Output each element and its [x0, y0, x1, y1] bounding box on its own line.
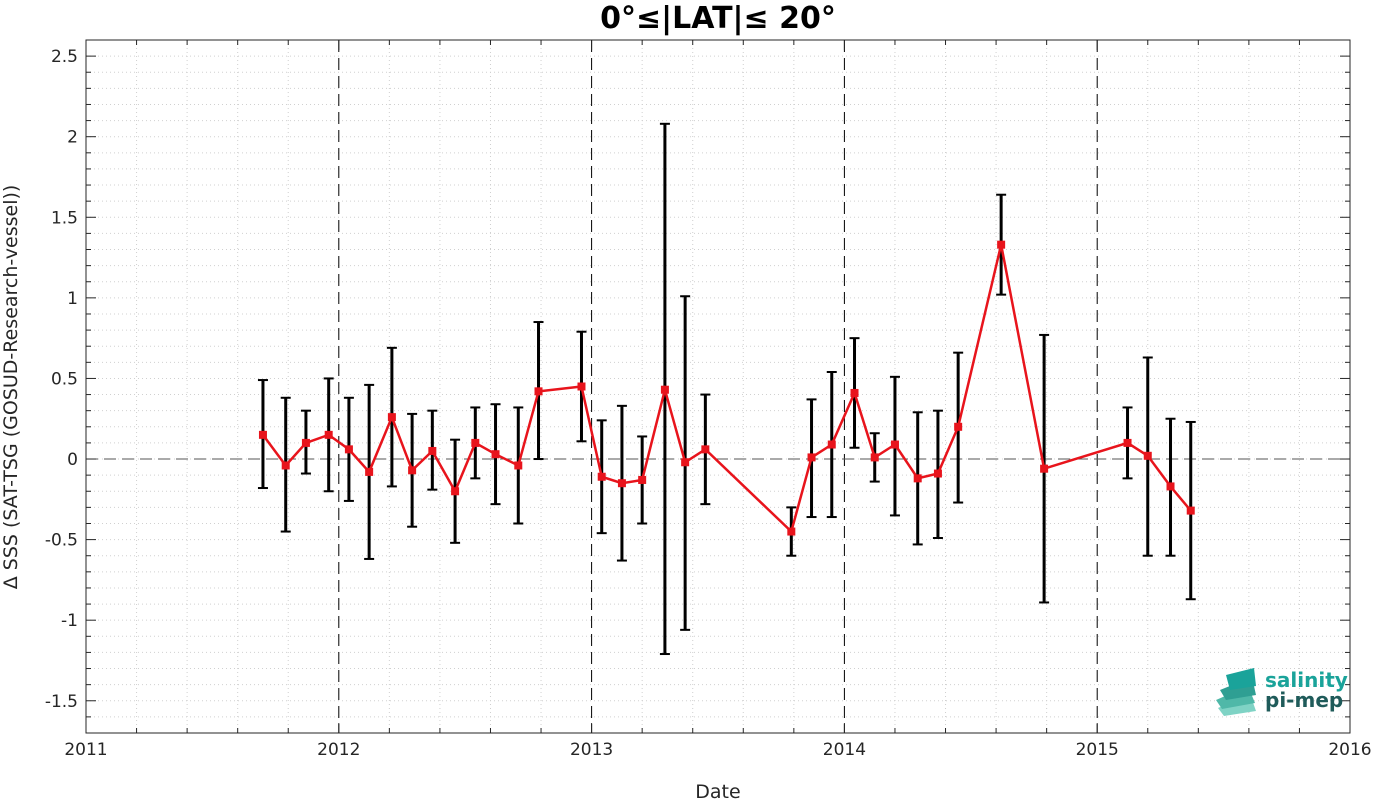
- y-tick-label: -0.5: [45, 531, 78, 551]
- data-point: [451, 487, 460, 496]
- data-point: [701, 445, 710, 454]
- data-point: [638, 475, 647, 484]
- logo-text-pimep: pi-mep: [1265, 688, 1343, 712]
- data-point: [324, 430, 333, 439]
- data-point: [787, 527, 796, 536]
- logo-icon: [1216, 668, 1256, 716]
- plot-frame: [85, 39, 1351, 734]
- logo: salinity pi-mep: [1216, 668, 1348, 716]
- data-point: [890, 440, 899, 449]
- plot-background: [86, 40, 1350, 733]
- data-point: [827, 440, 836, 449]
- data-point: [577, 382, 586, 391]
- x-tick-label: 2012: [317, 740, 360, 760]
- y-tick-label: -1.5: [45, 692, 78, 712]
- data-point: [1123, 438, 1132, 447]
- data-point: [1166, 482, 1175, 491]
- x-tick-label: 2011: [64, 740, 107, 760]
- data-point: [660, 385, 669, 394]
- data-point: [997, 240, 1006, 249]
- y-tick-label: 2: [67, 128, 78, 148]
- data-point: [933, 469, 942, 478]
- data-point: [514, 461, 523, 470]
- x-tick-label: 2015: [1076, 740, 1119, 760]
- chart-title: 0°≤|LAT|≤ 20°: [600, 1, 836, 36]
- x-tick-label: 2014: [823, 740, 866, 760]
- data-point: [491, 450, 500, 459]
- x-tick-label: 2016: [1328, 740, 1371, 760]
- data-point: [1186, 506, 1195, 515]
- data-point: [913, 474, 922, 483]
- data-point: [597, 472, 606, 481]
- series-line: [261, 244, 1192, 534]
- logo-text-salinity: salinity: [1265, 668, 1348, 692]
- y-tick-label: 1: [67, 289, 78, 309]
- data-point: [534, 387, 543, 396]
- data-point: [428, 446, 437, 455]
- x-tick-label: 2013: [570, 740, 613, 760]
- y-axis-label: Δ SSS (SAT-TSG (GOSUD-Research-vessel)): [0, 185, 22, 590]
- x-axis-label: Date: [695, 781, 740, 801]
- y-tick-label: 0.5: [51, 369, 78, 389]
- data-markers: [258, 240, 1195, 536]
- data-point: [408, 466, 417, 475]
- data-point: [1143, 451, 1152, 460]
- data-point: [258, 430, 267, 439]
- data-point: [387, 413, 396, 422]
- y-tick-label: 1.5: [51, 208, 78, 228]
- data-point: [344, 445, 353, 454]
- data-point: [281, 461, 290, 470]
- data-point: [301, 438, 310, 447]
- data-point: [850, 388, 859, 397]
- data-point: [1040, 464, 1049, 473]
- data-point: [365, 467, 374, 476]
- data-point: [807, 453, 816, 462]
- reference-lines: [86, 40, 1350, 733]
- axis-ticks: [85, 40, 1351, 733]
- data-point: [471, 438, 480, 447]
- data-point: [870, 453, 879, 462]
- y-tick-label: 0: [67, 450, 78, 470]
- y-tick-label: 2.5: [51, 47, 78, 67]
- data-point: [617, 479, 626, 488]
- tick-labels: 2011 2012 2013 2014 2015 2016 -1.5 -1 -0.5 0 0.5 1 1…: [45, 47, 1372, 760]
- data-point: [681, 458, 690, 467]
- y-tick-label: -1: [61, 611, 78, 631]
- data-point: [954, 422, 963, 431]
